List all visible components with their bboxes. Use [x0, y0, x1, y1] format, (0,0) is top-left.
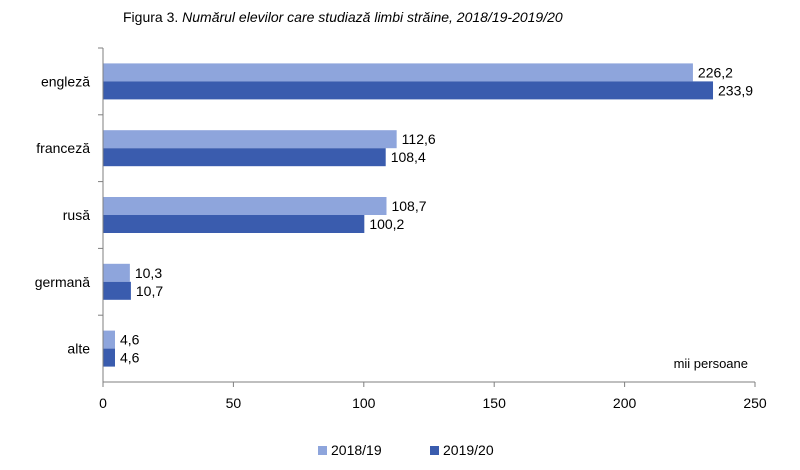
- chart-title: Figura 3. Numărul elevilor care studiază…: [123, 9, 563, 25]
- legend-label: 2018/19: [331, 442, 382, 458]
- x-tick-label: 250: [743, 395, 767, 411]
- data-label: 108,4: [391, 149, 426, 165]
- category-label: franceză: [36, 140, 90, 156]
- data-label: 100,2: [369, 216, 404, 232]
- data-label: 108,7: [391, 198, 426, 214]
- x-tick-label: 100: [352, 395, 376, 411]
- x-tick-label: 50: [226, 395, 242, 411]
- data-label: 112,6: [402, 131, 436, 147]
- bar-2019-20: [103, 81, 714, 100]
- category-label: rusă: [63, 207, 90, 223]
- bar-2019-20: [103, 281, 131, 300]
- bar-2018-19: [103, 263, 130, 282]
- chart-title-main: Numărul elevilor care studiază limbi str…: [182, 9, 563, 25]
- bar-2019-20: [103, 348, 115, 367]
- bar-2019-20: [103, 148, 386, 167]
- category-label: alte: [67, 341, 90, 357]
- data-label: 4,6: [120, 332, 140, 348]
- x-tick-label: 200: [613, 395, 637, 411]
- data-label: 4,6: [120, 350, 140, 366]
- x-tick-label: 0: [99, 395, 107, 411]
- bar-2018-19: [103, 330, 115, 349]
- data-label: 226,2: [698, 64, 733, 80]
- x-ticks-group: 0 50 100 150 200 250: [98, 47, 767, 411]
- data-label: 10,7: [136, 283, 163, 299]
- data-label: 10,3: [135, 265, 162, 281]
- legend-swatch: [318, 446, 327, 455]
- category-label: engleză: [41, 73, 90, 89]
- legend-swatch: [430, 446, 439, 455]
- bar-2018-19: [103, 63, 693, 82]
- chart-title-prefix: Figura 3.: [123, 9, 178, 25]
- category-label: germană: [35, 274, 90, 290]
- bar-2019-20: [103, 215, 365, 233]
- unit-label: mii persoane: [674, 356, 748, 371]
- legend: 2018/19 2019/20: [318, 442, 494, 458]
- legend-label: 2019/20: [443, 442, 494, 458]
- x-tick-label: 150: [483, 395, 507, 411]
- bars-group: [103, 63, 714, 367]
- data-label: 233,9: [718, 82, 753, 98]
- bar-2018-19: [103, 130, 397, 149]
- labels-group: engleză 226,2 233,9 franceză 112,6 108,4 rusă 1…: [35, 64, 754, 365]
- bar-2018-19: [103, 197, 387, 215]
